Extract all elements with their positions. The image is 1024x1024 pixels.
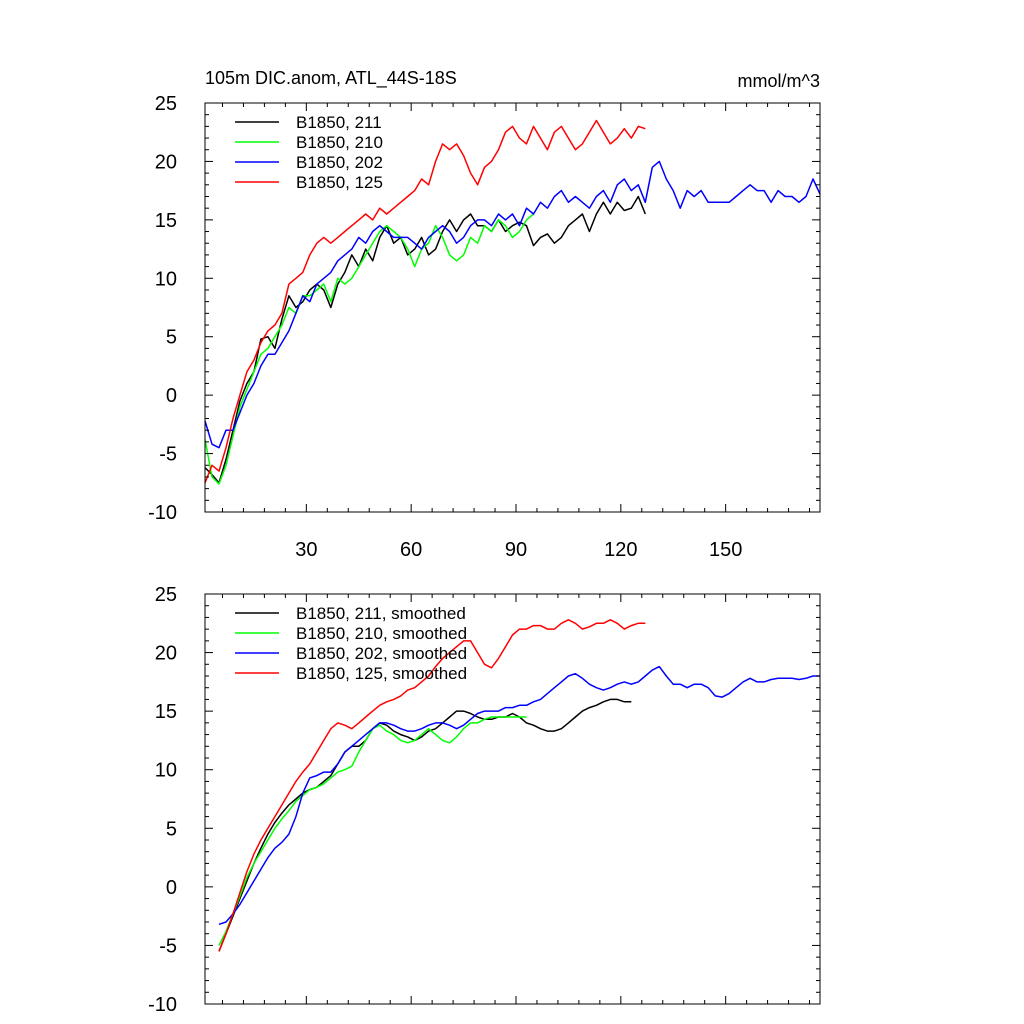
y-tick-label: 5 [166,818,177,840]
x-tick-label: 120 [604,539,637,561]
y-tick-label: 20 [155,151,177,173]
y-tick-label: -5 [159,444,177,466]
y-tick-label: 0 [166,385,177,407]
x-tick-label: 60 [400,539,422,561]
legend-label-run_211: B1850, 211, smoothed [296,604,466,623]
y-tick-label: 25 [155,93,177,115]
legend-label-run_210: B1850, 210, smoothed [296,624,467,643]
legend-label-run_210: B1850, 210 [296,133,383,152]
series-line-run_210 [204,213,534,485]
y-tick-label: -10 [148,994,177,1016]
x-tick-label: 30 [295,539,317,561]
plot-frame [204,102,821,513]
y-tick-label: -5 [159,935,177,957]
y-tick-label: 10 [155,760,177,782]
legend-label-run_211: B1850, 211 [296,113,382,132]
y-tick-label: 25 [155,584,177,606]
legend-label-run_125: B1850, 125 [296,173,383,192]
legend-label-run_202: B1850, 202, smoothed [296,644,467,663]
legend-label-run_202: B1850, 202 [296,153,383,172]
series-line-run_125 [204,119,646,484]
top-axes: -10 -5 0 5 10 15 20 25 30 60 90 120 150 [148,93,821,561]
y-tick-label: 15 [155,701,177,723]
x-tick-label: 90 [505,539,527,561]
x-tick-label: 150 [709,539,742,561]
y-tick-label: 15 [155,210,177,232]
bottom-series-lines [218,619,820,952]
series-line-run_211 [218,698,632,952]
legend-label-run_125: B1850, 125, smoothed [296,664,467,683]
plot-frame [204,593,821,1005]
top-series-lines [204,119,821,485]
y-tick-label: 5 [166,327,177,349]
y-tick-label: 0 [166,877,177,899]
series-line-run_202 [218,665,820,926]
top-panel-title: 105m DIC.anom, ATL_44S-18S [205,68,457,89]
y-tick-label: 20 [155,643,177,665]
bottom-axes: -10 -5 0 5 10 15 20 25 [148,584,821,1016]
y-tick-label: -10 [148,502,177,524]
y-tick-label: 10 [155,268,177,290]
series-line-run_202 [204,160,821,449]
series-line-run_125 [218,619,646,952]
top-panel-units: mmol/m^3 [738,71,820,91]
top-panel: 105m DIC.anom, ATL_44S-18S mmol/m^3 B185… [148,68,821,561]
